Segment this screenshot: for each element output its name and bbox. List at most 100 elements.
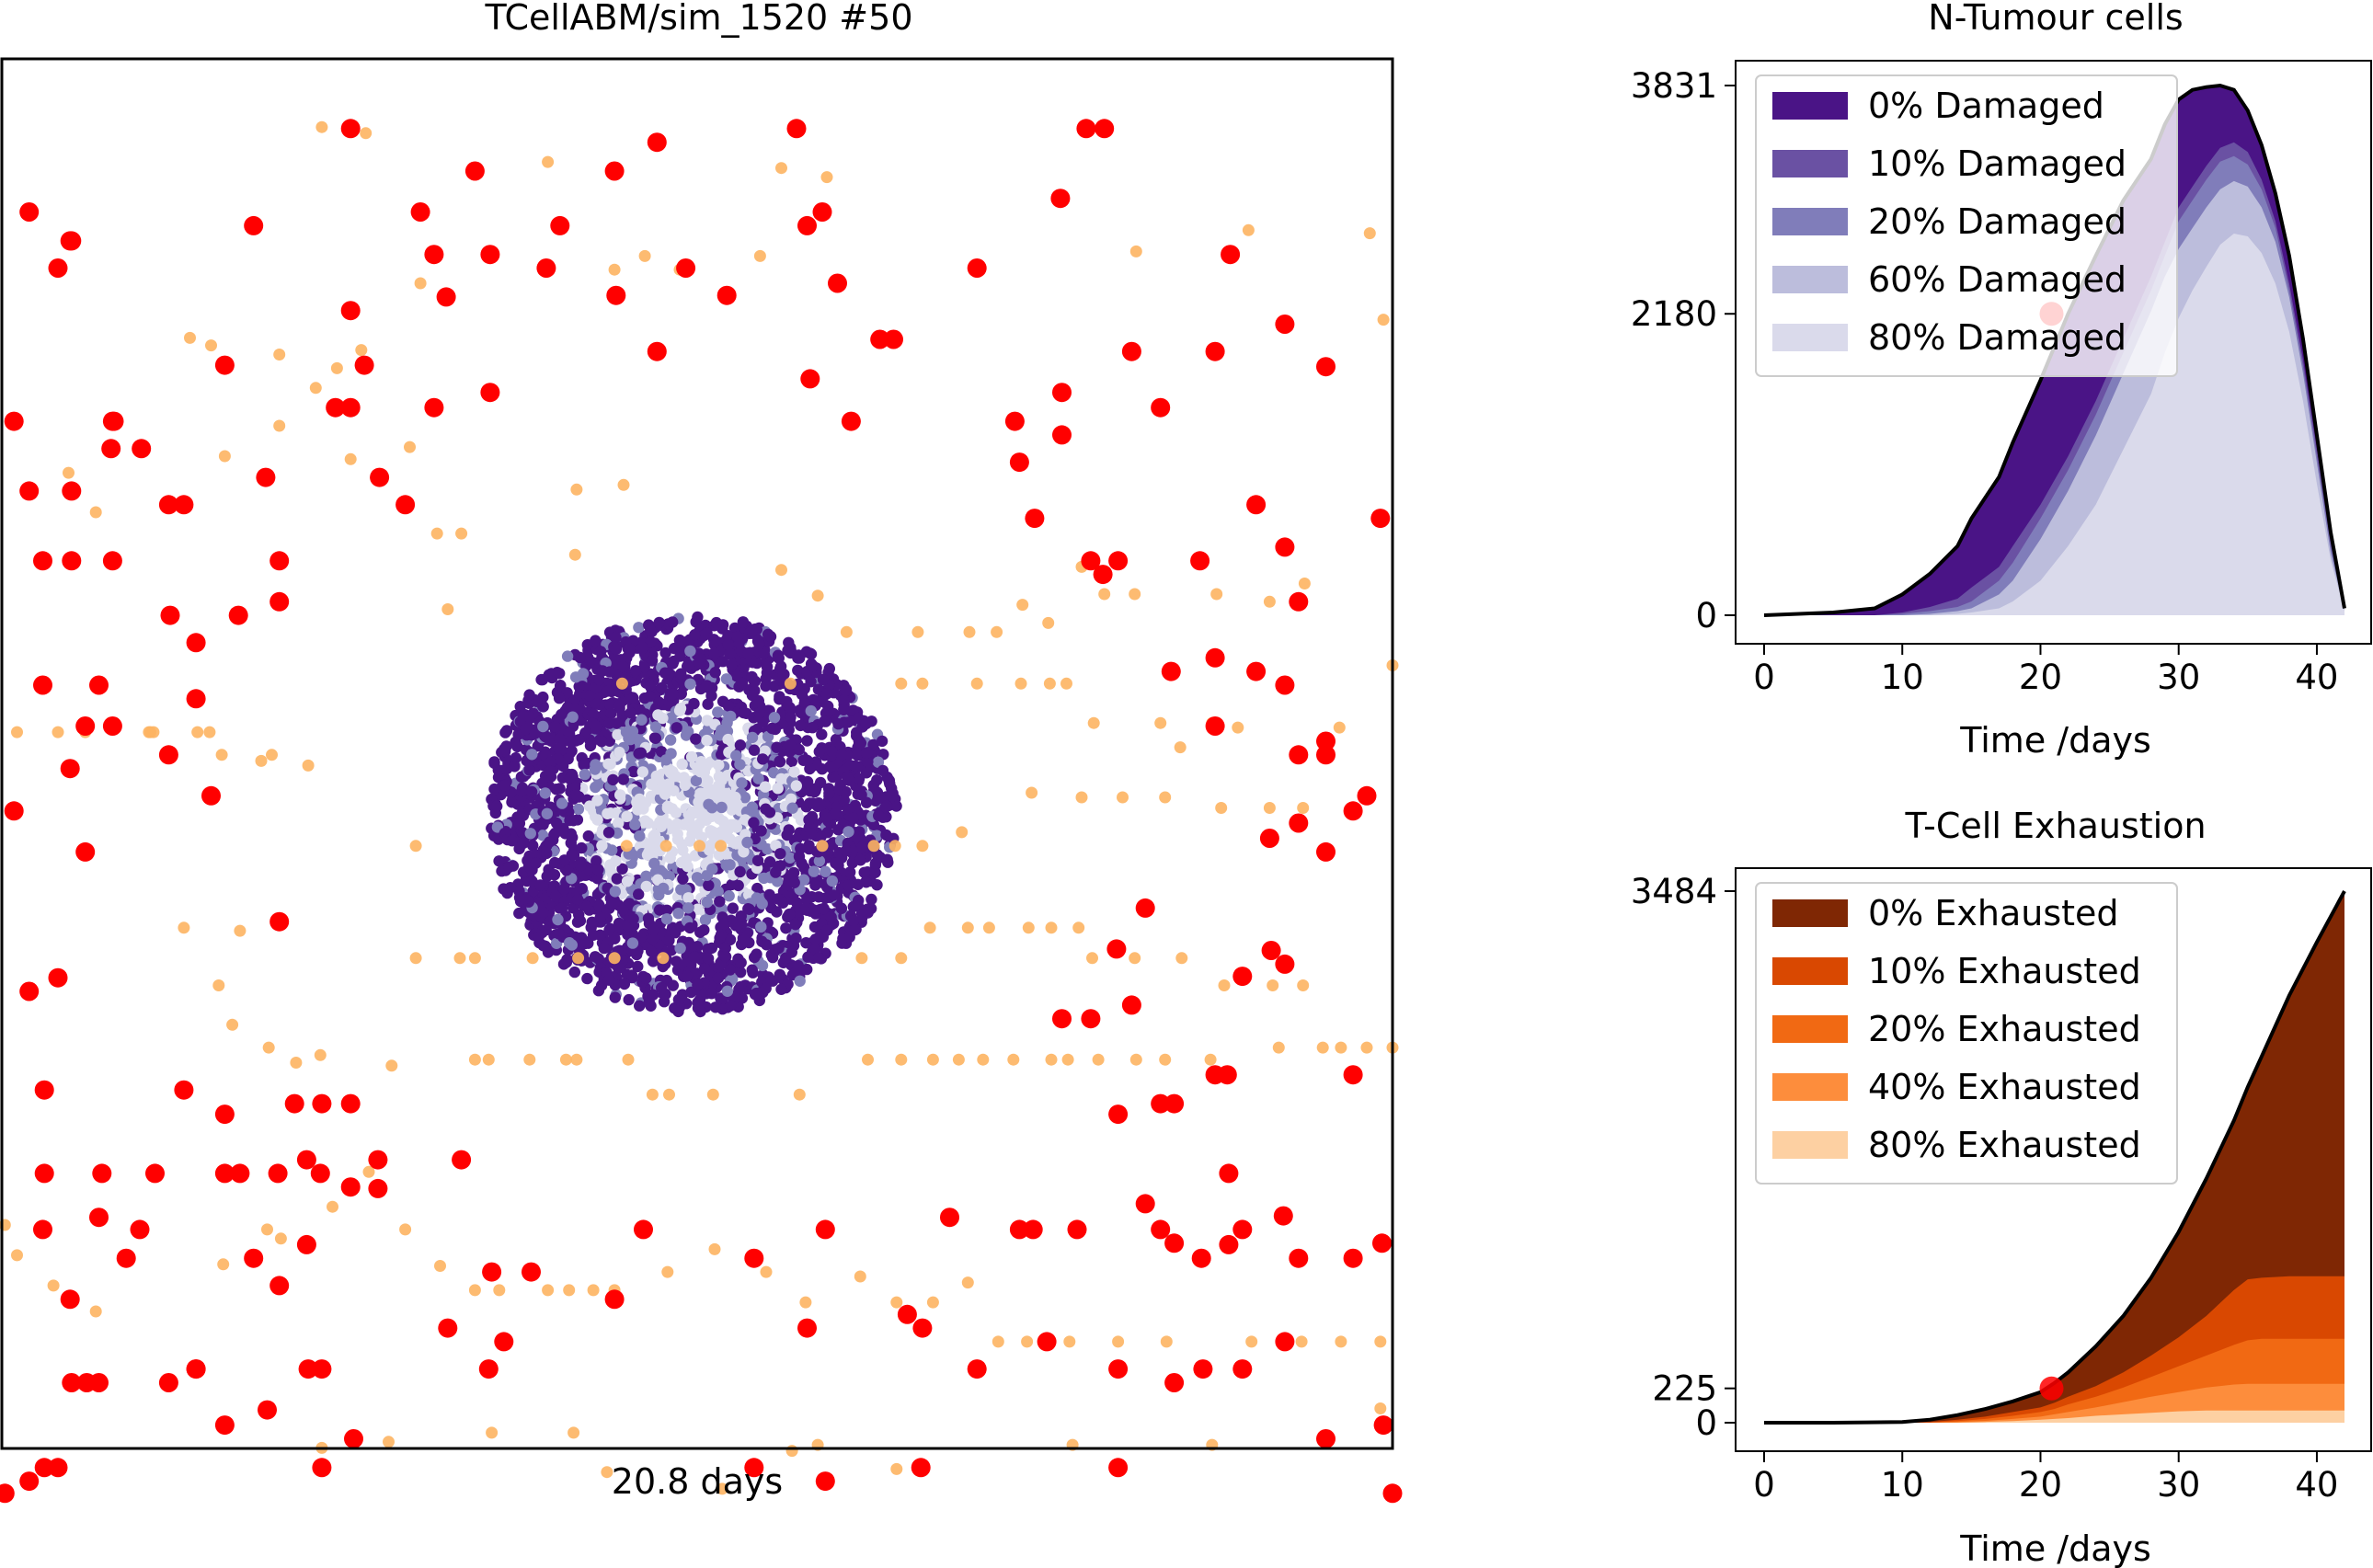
tcell-point-large xyxy=(60,1289,80,1310)
tumour-title: N-Tumour cells xyxy=(1928,0,2183,38)
tumour-cell xyxy=(672,993,685,1006)
tumour-cell xyxy=(647,933,659,944)
tumour-cell xyxy=(869,857,882,869)
tcell-point-small xyxy=(178,921,190,934)
tcell-point-large xyxy=(326,397,346,418)
tcell-point-small xyxy=(992,1335,1004,1348)
legend-swatch xyxy=(1772,1015,1848,1043)
tumour-cell xyxy=(761,939,773,951)
tcell-point-small xyxy=(1297,802,1310,814)
x-tick-label: 40 xyxy=(2295,1465,2338,1505)
area-4 xyxy=(1764,234,2344,615)
tumour-cell xyxy=(793,743,805,756)
tcell-point-small xyxy=(1042,616,1055,629)
tumour-cell xyxy=(813,855,826,867)
tcell-point-large xyxy=(1052,425,1072,445)
legend-swatch xyxy=(1772,324,1848,351)
tcell-point-small xyxy=(784,677,797,690)
tumour-cell xyxy=(817,673,830,686)
tcell-point-large xyxy=(4,411,24,431)
tumour-cell xyxy=(766,722,778,735)
tumour-cell xyxy=(499,743,510,755)
tumour-cell xyxy=(731,631,743,643)
tcell-point-large xyxy=(158,1373,178,1392)
tumour-cell xyxy=(555,680,567,692)
tcell-point-large xyxy=(606,285,626,305)
tumour-cell xyxy=(561,650,574,662)
tcell-point-large xyxy=(815,1471,835,1492)
tumour-cell xyxy=(602,827,615,839)
tumour-cell xyxy=(820,865,831,877)
tumour-cell xyxy=(623,993,635,1006)
area-4 xyxy=(1764,1410,2344,1423)
tumour-cell xyxy=(665,765,677,777)
tumour-cell xyxy=(588,708,600,720)
tumour-cell xyxy=(775,773,787,785)
tumour-cell xyxy=(714,896,726,908)
y-tick-label: 2180 xyxy=(1631,294,1717,334)
tumour-cell xyxy=(805,648,818,660)
tcell-point-large xyxy=(310,1163,330,1184)
tumour-cell xyxy=(545,756,556,769)
tumour-cell xyxy=(514,701,526,713)
legend-label: 10% Damaged xyxy=(1868,143,2127,184)
tcell-point-large xyxy=(186,633,206,653)
tcell-point-large xyxy=(145,1163,165,1184)
tcell-point-small xyxy=(1245,1335,1258,1348)
tumour-cell xyxy=(581,972,593,985)
tumour-cell xyxy=(755,921,767,933)
tumour-cell xyxy=(675,668,687,680)
tcell-point-large xyxy=(480,383,500,403)
tumour-cell xyxy=(636,714,648,726)
tumour-cell xyxy=(605,707,617,720)
tcell-point-large xyxy=(1275,675,1295,695)
tcell-point-large xyxy=(370,467,390,487)
tumour-cell xyxy=(638,661,650,673)
tcell-point-large xyxy=(1289,591,1309,612)
tumour-cell xyxy=(727,902,739,914)
tcell-point-small xyxy=(785,1445,798,1458)
tcell-point-large xyxy=(1261,941,1281,960)
tcell-point-small xyxy=(1218,979,1231,991)
tumour-cell xyxy=(862,756,874,768)
tcell-point-large xyxy=(1108,1104,1129,1125)
tcell-point-small xyxy=(273,419,286,432)
tcell-point-large xyxy=(1219,1234,1239,1254)
tumour-cell xyxy=(820,688,832,700)
tumour-cell xyxy=(611,827,624,839)
tumour-cell xyxy=(590,855,602,867)
tumour-cell xyxy=(605,898,618,910)
tumour-cell xyxy=(725,710,737,723)
tcell-point-small xyxy=(1129,588,1141,601)
tcell-point-small xyxy=(1298,578,1311,589)
tcell-point-small xyxy=(559,1053,572,1066)
tumour-cell xyxy=(647,956,659,967)
tumour-cell xyxy=(544,765,556,777)
tcell-point-small xyxy=(218,450,231,463)
tcell-point-small xyxy=(811,589,824,602)
tumour-cell xyxy=(633,888,645,900)
tcell-point-small xyxy=(404,441,416,453)
tumour-cell xyxy=(705,825,716,837)
tcell-point-large xyxy=(494,1332,514,1352)
tcell-point-small xyxy=(261,1223,273,1236)
tcell-point-small xyxy=(314,1048,327,1061)
tcell-point-small xyxy=(1316,1041,1329,1054)
tcell-point-small xyxy=(262,1041,275,1054)
tcell-point-large xyxy=(940,1207,959,1228)
tcell-point-large xyxy=(340,397,361,418)
tcell-point-large xyxy=(1373,1415,1393,1436)
tumour-cell xyxy=(812,797,825,809)
legend-label: 40% Exhausted xyxy=(1868,1067,2141,1107)
tcell-point-small xyxy=(89,1305,102,1318)
tumour-cell xyxy=(653,616,665,629)
tcell-point-small xyxy=(409,952,422,965)
tumour-cell xyxy=(589,763,602,775)
tcell-point-large xyxy=(1289,813,1309,833)
tumour-cell xyxy=(549,721,561,733)
tcell-point-small xyxy=(1154,716,1167,729)
tcell-point-small xyxy=(657,952,670,965)
tumour-cell xyxy=(838,794,850,807)
tumour-cell xyxy=(577,668,590,680)
tumour-cell xyxy=(755,825,767,837)
